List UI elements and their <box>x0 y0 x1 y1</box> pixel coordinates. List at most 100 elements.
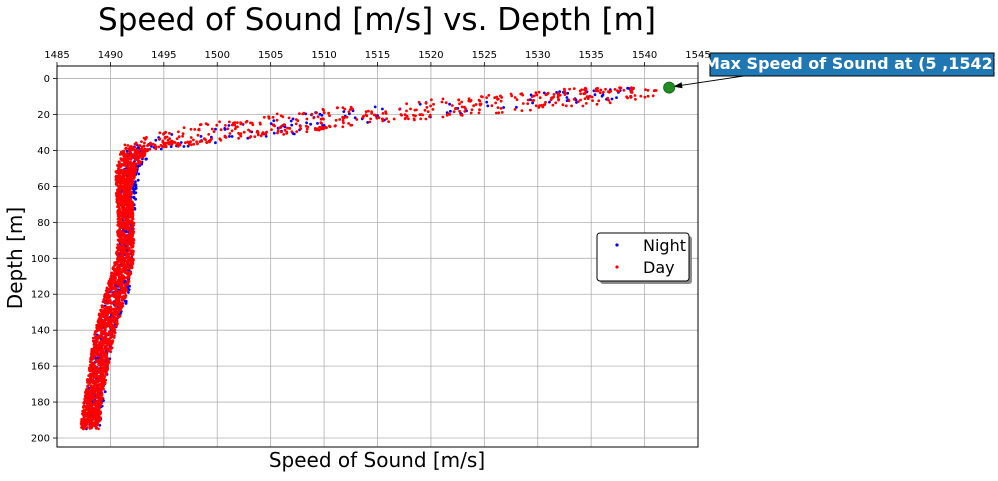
data-point <box>290 130 294 134</box>
data-point <box>98 418 102 422</box>
data-point <box>626 96 629 100</box>
data-point <box>472 104 475 108</box>
data-point <box>120 222 124 225</box>
data-point <box>561 103 565 107</box>
data-point <box>109 321 112 325</box>
data-point <box>119 197 122 201</box>
data-point <box>568 87 571 91</box>
data-point <box>419 117 423 121</box>
data-point <box>144 136 148 140</box>
data-point <box>226 127 230 131</box>
data-point <box>133 158 137 162</box>
data-point <box>567 99 571 103</box>
data-point <box>115 251 118 255</box>
data-point <box>485 96 488 99</box>
data-point <box>129 263 133 267</box>
data-point <box>428 115 431 118</box>
data-point <box>540 103 543 107</box>
data-point <box>109 350 113 354</box>
data-point <box>267 116 271 120</box>
data-point <box>644 88 647 91</box>
data-point <box>509 92 513 96</box>
x-tick-label: 1485 <box>44 50 69 61</box>
data-point <box>96 371 100 375</box>
data-point <box>399 113 403 116</box>
data-point <box>529 98 532 102</box>
data-point <box>119 234 123 238</box>
data-point <box>490 104 494 108</box>
data-point <box>199 135 203 138</box>
data-point <box>117 186 121 190</box>
data-point <box>89 384 93 388</box>
data-point <box>112 312 116 315</box>
data-point <box>381 112 385 115</box>
data-point <box>131 257 135 261</box>
data-point <box>86 400 90 403</box>
data-point <box>448 102 451 106</box>
data-point <box>95 367 99 371</box>
data-point <box>305 117 309 121</box>
y-tick-label: 120 <box>31 290 50 301</box>
data-point <box>96 359 99 363</box>
data-point <box>137 152 141 156</box>
data-point <box>95 393 99 397</box>
data-point <box>97 317 101 320</box>
data-point <box>97 343 101 347</box>
data-point <box>90 389 93 393</box>
data-point <box>582 92 586 96</box>
data-point <box>88 372 92 376</box>
data-point <box>328 114 331 117</box>
data-point <box>275 112 279 116</box>
data-point <box>264 133 268 136</box>
data-point <box>101 383 105 386</box>
data-point <box>233 127 237 131</box>
data-point <box>414 114 417 118</box>
data-point <box>81 418 85 422</box>
data-point <box>117 311 120 315</box>
data-point <box>83 397 87 401</box>
data-point <box>106 359 110 362</box>
data-point <box>111 314 115 318</box>
annotation: Max Speed of Sound at (5 ,1542) <box>663 52 998 94</box>
data-point <box>198 123 202 127</box>
data-point <box>535 93 539 97</box>
data-point <box>100 366 104 369</box>
data-point <box>302 111 306 115</box>
data-point <box>114 321 118 324</box>
data-point <box>404 116 407 120</box>
data-point <box>613 88 617 91</box>
data-point <box>120 270 124 274</box>
data-point <box>97 324 100 328</box>
data-point <box>124 199 128 202</box>
data-point <box>125 255 128 259</box>
data-point <box>119 306 123 310</box>
data-point <box>124 252 128 256</box>
data-point <box>196 142 199 146</box>
data-point <box>113 316 117 319</box>
data-point <box>126 291 130 294</box>
data-point <box>125 216 129 220</box>
data-point <box>449 109 452 113</box>
data-point <box>370 111 373 115</box>
data-point <box>97 401 100 404</box>
data-point <box>94 380 98 384</box>
data-point <box>111 287 114 291</box>
data-point <box>564 104 568 108</box>
data-point <box>132 249 135 253</box>
data-point <box>120 164 124 167</box>
data-point <box>373 105 377 109</box>
data-point <box>478 102 482 106</box>
data-point <box>351 107 354 111</box>
data-point <box>130 261 133 265</box>
data-point <box>133 173 136 176</box>
data-point <box>127 166 131 170</box>
data-point <box>487 93 491 97</box>
data-point <box>186 140 190 144</box>
data-point <box>116 233 120 237</box>
data-point <box>139 147 143 151</box>
data-point <box>598 91 602 95</box>
data-point <box>114 290 118 293</box>
data-point <box>93 349 96 353</box>
data-point <box>526 98 530 102</box>
data-point <box>119 217 123 221</box>
